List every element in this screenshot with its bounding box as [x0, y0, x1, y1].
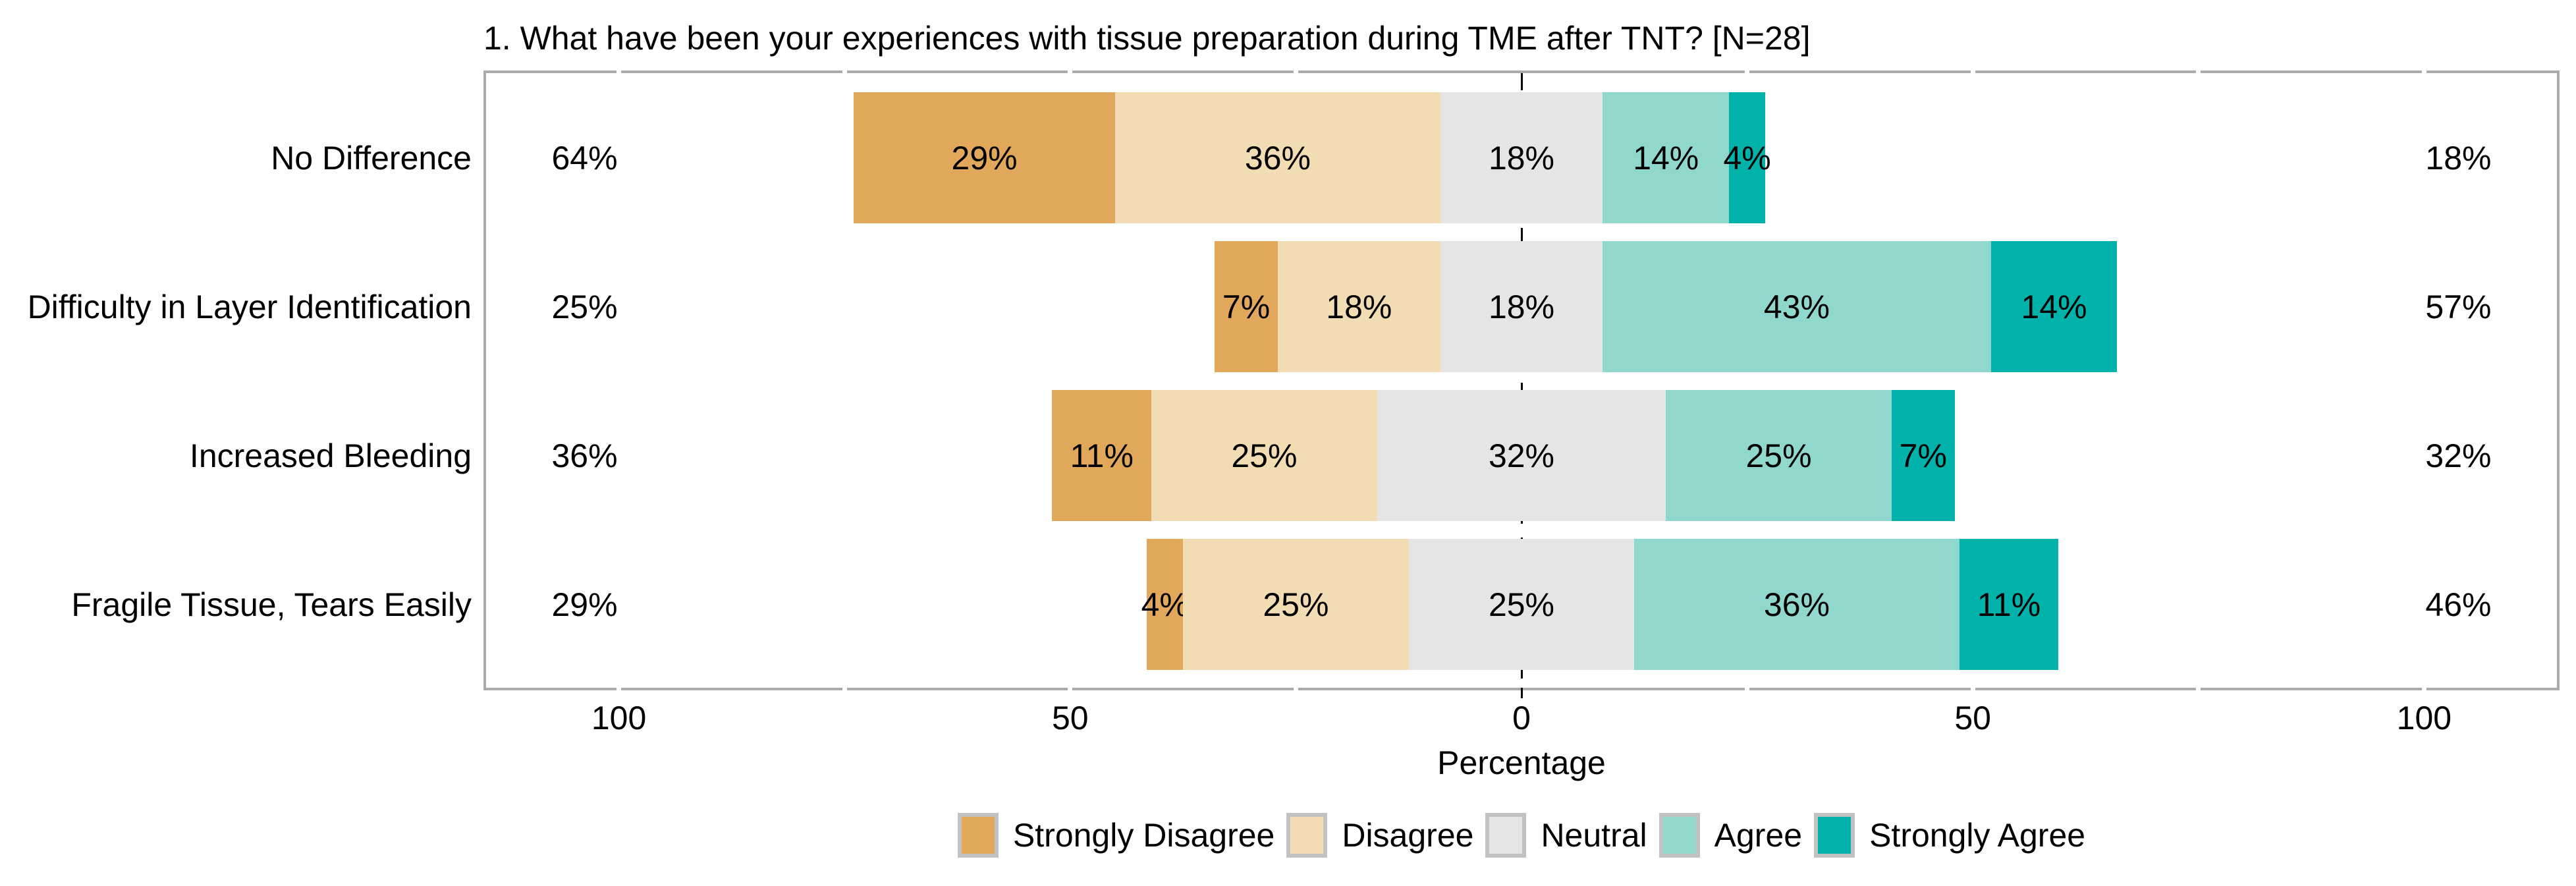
minor-tick-gap — [617, 688, 622, 690]
bar-segment-strongly-disagree: 4% — [1141, 539, 1189, 670]
x-tick-label: 100 — [2396, 700, 2452, 736]
legend-item-agree: Agree — [1658, 813, 1803, 858]
legend-label: Neutral — [1541, 817, 1647, 854]
bar-segment-strongly-agree: 14% — [1990, 241, 2118, 372]
bar-row: 7% 18% 18% 43% 14% — [1215, 241, 2118, 372]
legend-swatch — [1286, 813, 1328, 858]
legend-label: Strongly Agree — [1869, 817, 2086, 854]
total-disagree-label: 36% — [551, 437, 618, 474]
plot-panel: 29% 36% 18% 14% 4% 7% 18% 18% 43% 14% 11% 25% 32% 25%… — [483, 70, 2560, 698]
bar-segment-strongly-agree: 4% — [1723, 92, 1771, 223]
minor-tick-gap — [2196, 70, 2201, 73]
bar-segment-disagree: 25% — [1151, 390, 1377, 521]
minor-tick-gap — [1293, 70, 1298, 73]
category-label: Increased Bleeding — [189, 437, 472, 474]
total-disagree-label: 25% — [551, 288, 618, 325]
legend-label: Agree — [1714, 817, 1803, 854]
bar-segment-neutral: 18% — [1440, 92, 1603, 223]
segment-value-label: 18% — [1488, 139, 1555, 177]
minor-tick-gap — [842, 70, 847, 73]
x-tick-label: 100 — [591, 700, 647, 736]
segment-value-label: 25% — [1263, 586, 1329, 623]
segment-value-label: 18% — [1326, 288, 1392, 325]
segment-value-label: 43% — [1763, 288, 1830, 325]
legend-swatch — [1485, 813, 1527, 858]
legend-item-disagree: Disagree — [1286, 813, 1473, 858]
minor-tick-gap — [1068, 688, 1073, 690]
bar-row: 29% 36% 18% 14% 4% — [853, 92, 1771, 223]
bar-segment-agree: 36% — [1634, 539, 1959, 670]
segment-value-label: 36% — [1763, 586, 1830, 623]
legend-swatch — [1814, 813, 1855, 858]
minor-tick-gap — [2421, 70, 2426, 73]
minor-tick-gap — [842, 688, 847, 690]
zero-axis-tick — [1520, 688, 1523, 698]
segment-value-label: 7% — [1222, 288, 1271, 325]
bar-segment-strongly-agree: 7% — [1891, 390, 1955, 521]
segment-value-label: 36% — [1244, 139, 1311, 177]
segment-value-label: 18% — [1488, 288, 1555, 325]
bar-segment-neutral: 18% — [1440, 241, 1603, 372]
segment-value-label: 32% — [1488, 437, 1555, 474]
segment-value-label: 14% — [1633, 139, 1699, 177]
segment-value-label: 11% — [1070, 437, 1134, 474]
minor-tick-gap — [2196, 688, 2201, 690]
zero-axis-line — [1520, 73, 1523, 688]
category-label: No Difference — [271, 139, 472, 177]
segment-value-label: 14% — [2021, 288, 2087, 325]
minor-tick-gap — [1745, 70, 1750, 73]
x-tick-label: 0 — [1512, 700, 1531, 736]
legend-label: Strongly Disagree — [1012, 817, 1275, 854]
bar-segment-strongly-disagree: 11% — [1052, 390, 1152, 521]
segment-value-label: 25% — [1231, 437, 1298, 474]
bar-segment-disagree: 25% — [1183, 539, 1409, 670]
minor-tick-gap — [617, 70, 622, 73]
legend-label: Disagree — [1342, 817, 1474, 854]
x-tick-label: 50 — [1051, 700, 1089, 736]
segment-value-label: 4% — [1141, 586, 1189, 623]
total-agree-label: 32% — [2425, 437, 2492, 474]
bar-segment-neutral: 25% — [1408, 539, 1635, 670]
x-tick-label: 50 — [1954, 700, 1991, 736]
minor-tick-gap — [1745, 688, 1750, 690]
total-agree-label: 57% — [2425, 288, 2492, 325]
minor-tick-gap — [1293, 688, 1298, 690]
segment-value-label: 25% — [1488, 586, 1555, 623]
legend-item-neutral: Neutral — [1485, 813, 1647, 858]
segment-value-label: 11% — [1977, 586, 2041, 623]
bar-segment-disagree: 18% — [1277, 241, 1440, 372]
legend-item-strongly-disagree: Strongly Disagree — [957, 813, 1275, 858]
bar-segment-agree: 25% — [1666, 390, 1892, 521]
minor-tick-gap — [1970, 688, 1975, 690]
total-agree-label: 46% — [2425, 586, 2492, 623]
segment-value-label: 4% — [1723, 139, 1771, 177]
category-label: Fragile Tissue, Tears Easily — [71, 586, 472, 623]
legend-item-strongly-agree: Strongly Agree — [1814, 813, 2085, 858]
minor-tick-gap — [1970, 70, 1975, 73]
bar-row: 4% 25% 25% 36% 11% — [1141, 539, 2059, 670]
bar-segment-neutral: 32% — [1377, 390, 1666, 521]
bar-row: 11% 25% 32% 25% 7% — [1052, 390, 1955, 521]
total-disagree-label: 29% — [551, 586, 618, 623]
bar-segment-strongly-agree: 11% — [1959, 539, 2059, 670]
legend-swatch — [957, 813, 999, 858]
legend-swatch — [1658, 813, 1700, 858]
total-disagree-label: 64% — [551, 139, 618, 177]
segment-value-label: 29% — [951, 139, 1018, 177]
segment-value-label: 25% — [1745, 437, 1812, 474]
legend: Strongly Disagree Disagree Neutral Agree Str… — [483, 812, 2560, 859]
bar-segment-strongly-disagree: 7% — [1215, 241, 1278, 372]
x-axis-title: Percentage — [1437, 744, 1606, 781]
segment-value-label: 7% — [1899, 437, 1947, 474]
bar-segment-agree: 14% — [1603, 92, 1730, 223]
category-label: Difficulty in Layer Identification — [27, 288, 472, 325]
bar-segment-disagree: 36% — [1115, 92, 1440, 223]
minor-tick-gap — [2421, 688, 2426, 690]
bar-segment-strongly-disagree: 29% — [853, 92, 1116, 223]
minor-tick-gap — [1068, 70, 1073, 73]
bar-segment-agree: 43% — [1603, 241, 1991, 372]
total-agree-label: 18% — [2425, 139, 2492, 177]
chart-title: 1. What have been your experiences with … — [483, 20, 1811, 57]
